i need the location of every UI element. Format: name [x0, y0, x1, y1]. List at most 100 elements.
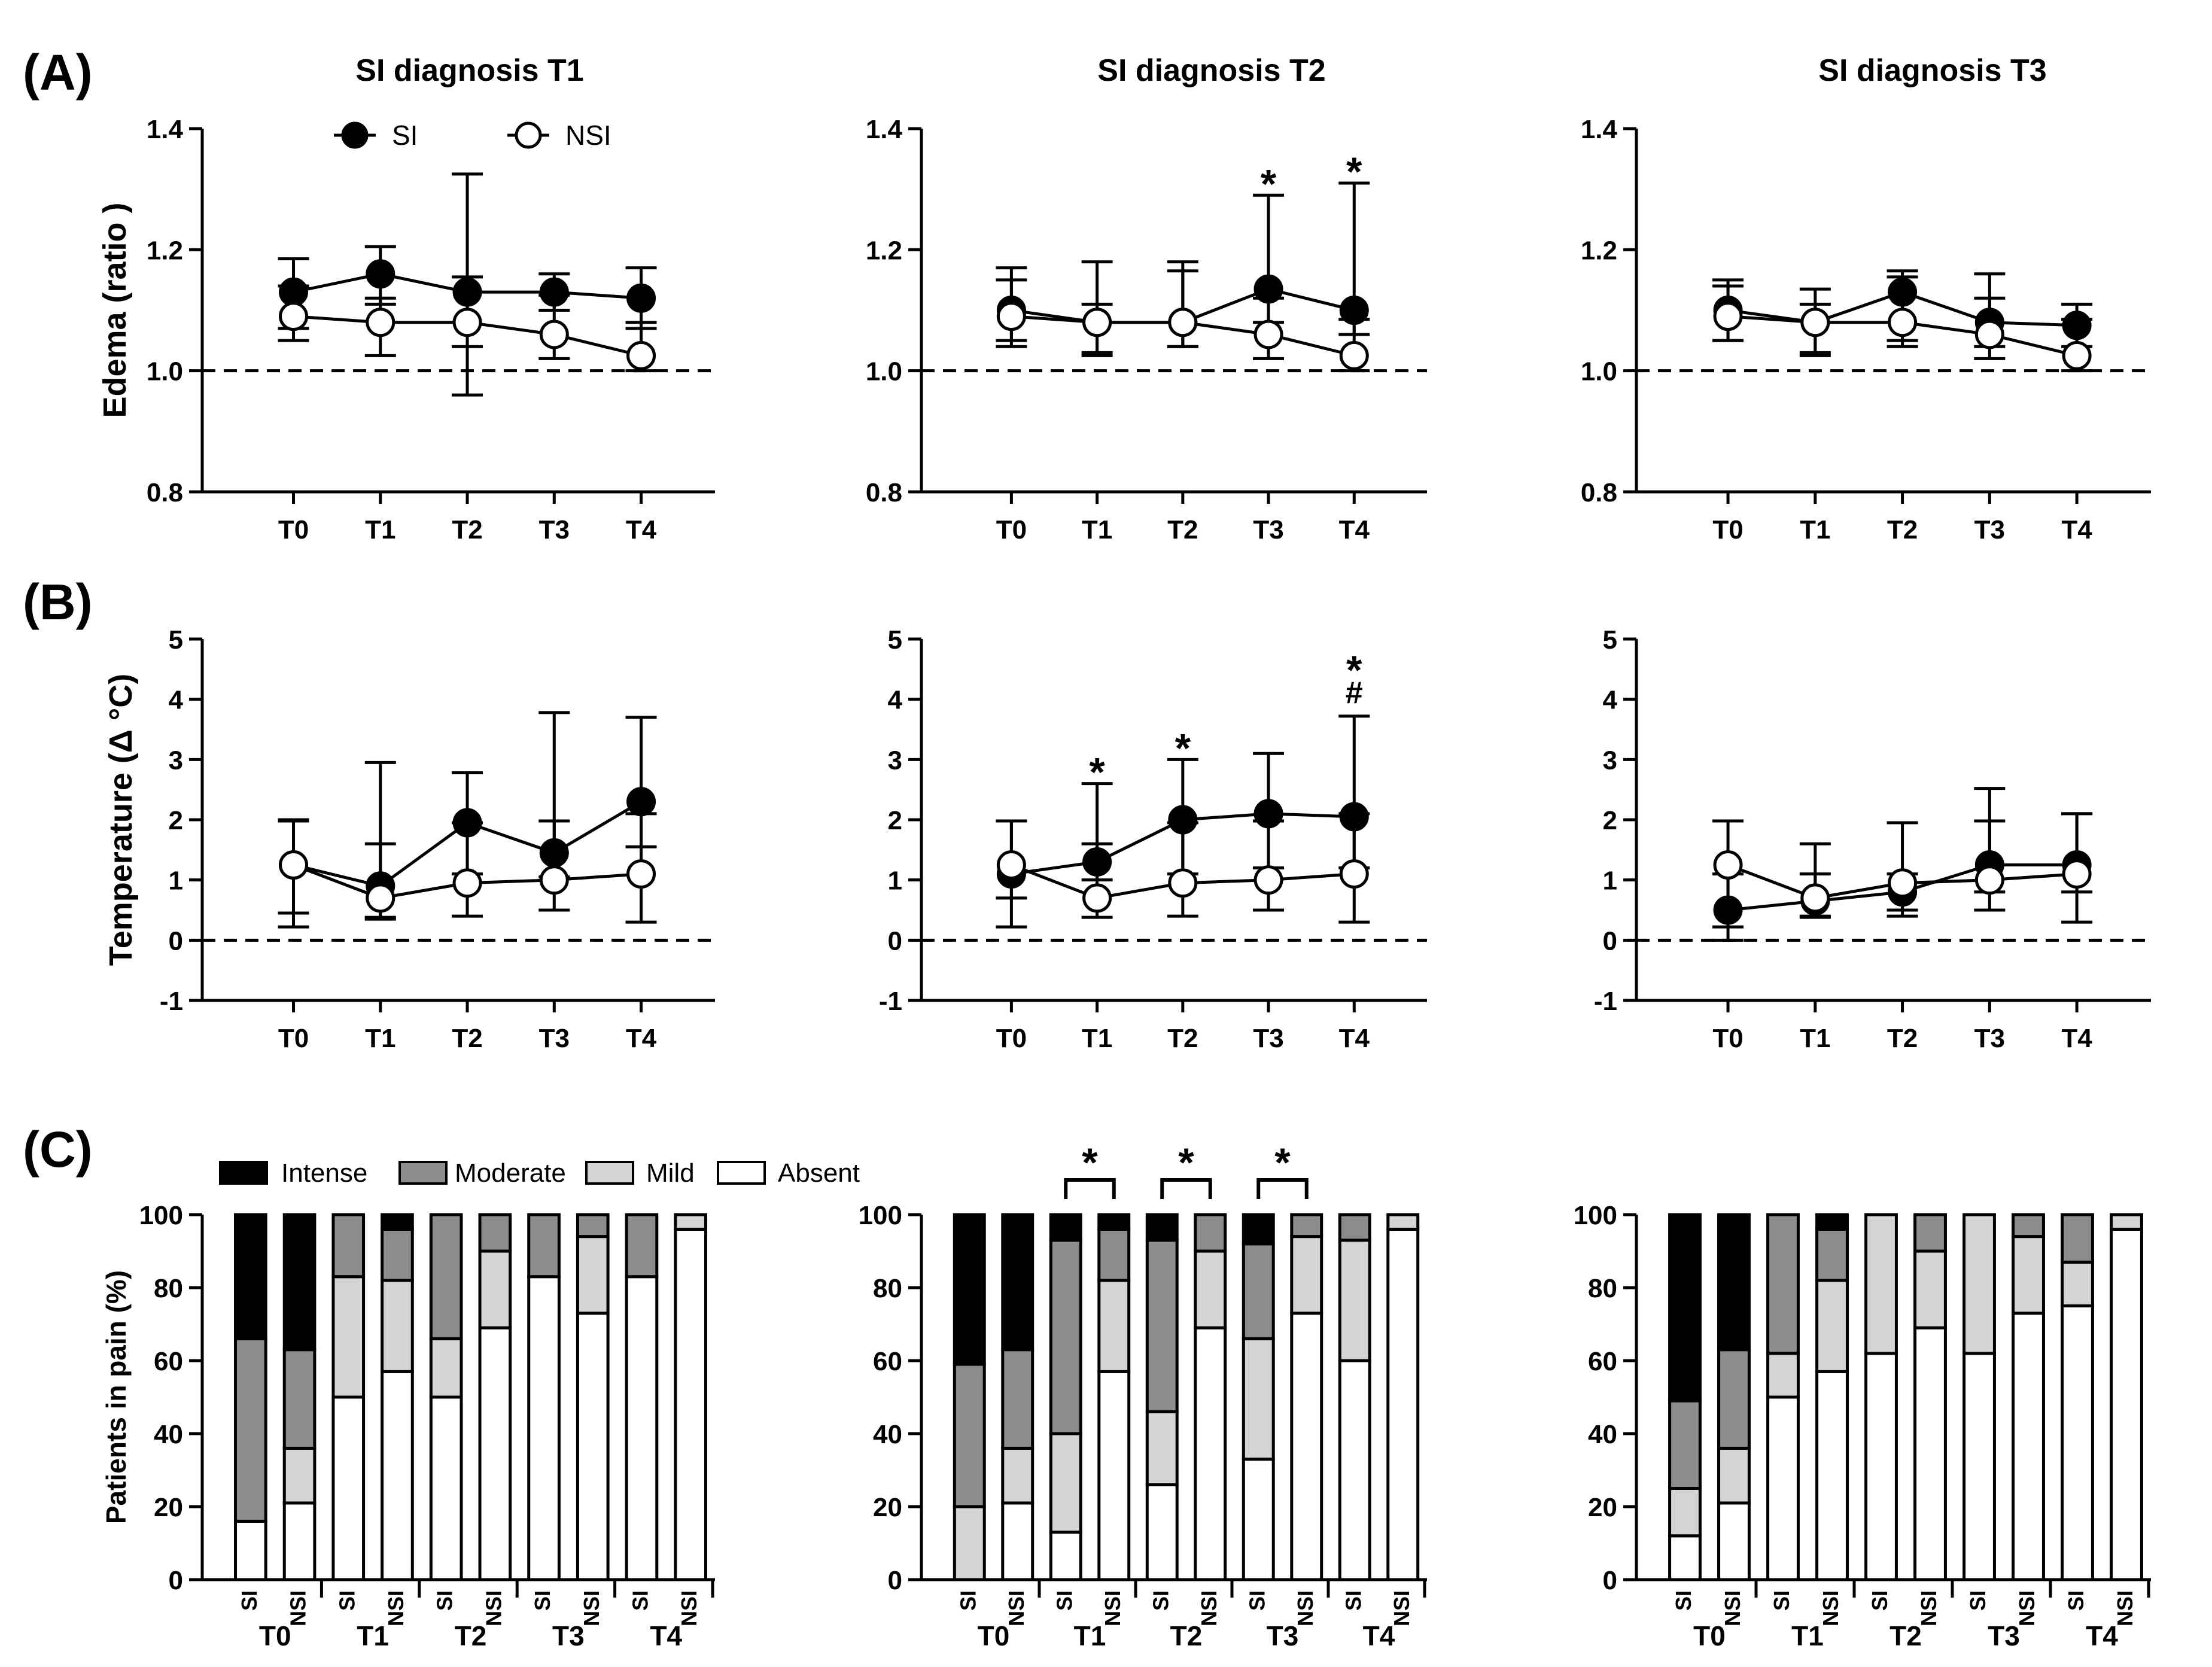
- bar-segment-moderate: [1290, 1213, 1323, 1239]
- temperature-2-y-tick-label: 1: [888, 866, 902, 896]
- pain-group-label: T0: [259, 1620, 291, 1651]
- bar-segment-moderate: [478, 1213, 512, 1253]
- edema-x-tick-label: T3: [1974, 515, 2005, 544]
- edema-2-y-tick-label: 0.8: [866, 478, 902, 507]
- legend-intense-swatch: [219, 1161, 268, 1185]
- bar-segment-absent: [1815, 1370, 1849, 1581]
- bar-segment-mild: [478, 1249, 512, 1330]
- bar-segment-mild: [1913, 1249, 1947, 1330]
- legend-nsi-marker: [515, 121, 542, 149]
- edema-x-tick-label: T2: [452, 515, 482, 544]
- bar-segment-moderate: [331, 1213, 366, 1279]
- si-point: [366, 259, 395, 289]
- temperature-significance-mark: *: [1175, 725, 1191, 771]
- significance-mark: *: [1178, 1140, 1194, 1185]
- bar-label-si: SI: [1867, 1590, 1892, 1611]
- bar-segment-moderate: [1242, 1242, 1275, 1340]
- pain-3-y-tick-label: 0: [1603, 1566, 1617, 1595]
- bar-segment-intense: [1815, 1213, 1849, 1231]
- nsi-point: [539, 320, 569, 349]
- temperature-significance-mark: *: [1089, 750, 1105, 795]
- panel-label-b: (B): [23, 574, 93, 630]
- temperature-1-y-tick-label: 2: [169, 806, 183, 835]
- bar-segment-mild: [1386, 1213, 1420, 1231]
- bar-segment-absent: [1668, 1534, 1702, 1581]
- nsi-point: [1888, 868, 1918, 898]
- bar-segment-absent: [1864, 1352, 1898, 1581]
- bar-label-nsi: NSI: [286, 1590, 311, 1626]
- edema-significance-mark: *: [1346, 149, 1362, 194]
- column-title-3: SI diagnosis T3: [1818, 53, 2046, 88]
- bar-segment-absent: [1766, 1395, 1800, 1581]
- bar-segment-mild: [1815, 1279, 1849, 1373]
- temperature-3-y-tick-label: -1: [1594, 987, 1617, 1016]
- bar-label-nsi: NSI: [1916, 1590, 1941, 1626]
- edema-3-y-tick-label: 1.0: [1581, 357, 1617, 387]
- bar-segment-mild: [1097, 1279, 1131, 1373]
- bar-segment-absent: [1242, 1458, 1275, 1581]
- bar-segment-absent: [2061, 1304, 2094, 1581]
- temperature-1-y-tick-label: 3: [169, 746, 183, 775]
- bar-label-nsi: NSI: [1197, 1590, 1221, 1626]
- pain-1-y-tick-label: 0: [169, 1566, 183, 1595]
- bar-segment-absent: [1717, 1501, 1751, 1581]
- edema-x-tick-label: T0: [1712, 515, 1743, 544]
- legend-moderate-swatch: [398, 1161, 448, 1185]
- nsi-point: [1253, 320, 1283, 349]
- bar-segment-absent: [1338, 1359, 1371, 1581]
- temperature-x-tick-label: T3: [1974, 1024, 2005, 1053]
- pain-2-y-tick-label: 0: [888, 1566, 902, 1595]
- pain-group-label: T2: [455, 1620, 487, 1651]
- si-point: [626, 787, 656, 817]
- panel-label-c: (C): [23, 1121, 93, 1178]
- column-title-1: SI diagnosis T1: [355, 53, 583, 88]
- bar-segment-moderate: [953, 1362, 986, 1508]
- bar-segment-mild: [953, 1505, 986, 1581]
- si-point: [1253, 274, 1283, 304]
- bar-segment-absent: [234, 1519, 267, 1581]
- temperature-x-tick-label: T4: [1339, 1024, 1370, 1053]
- bar-segment-mild: [1145, 1410, 1179, 1486]
- bar-segment-moderate: [2012, 1213, 2045, 1239]
- edema-chart-1: 0.8 1.0 1.2 1.4 T0 T1 T2 T3 T4: [147, 115, 715, 544]
- temperature-2-y-tick-label: 3: [888, 746, 902, 775]
- bar-segment-absent: [478, 1326, 512, 1581]
- bar-segment-mild: [2012, 1235, 2045, 1315]
- bar-label-si: SI: [2064, 1590, 2088, 1611]
- bar-segment-mild: [2110, 1213, 2143, 1231]
- bar-segment-absent: [2110, 1227, 2143, 1581]
- bar-segment-intense: [953, 1213, 986, 1366]
- edema-x-tick-label: T4: [626, 515, 657, 544]
- temperature-1-y-tick-label: 5: [169, 625, 183, 655]
- temperature-1-y-tick-label: 0: [169, 926, 183, 956]
- bar-segment-mild: [1194, 1249, 1227, 1330]
- bar-label-nsi: NSI: [1818, 1590, 1843, 1626]
- bar-segment-intense: [282, 1213, 317, 1352]
- nsi-point: [1974, 320, 2004, 349]
- bar-segment-moderate: [1194, 1213, 1227, 1253]
- nsi-point: [996, 850, 1026, 880]
- legend-moderate-label: Moderate: [455, 1158, 566, 1188]
- bar-segment-absent: [625, 1275, 659, 1581]
- si-point: [1339, 802, 1369, 832]
- legend-mild-label: Mild: [646, 1158, 695, 1188]
- temperature-x-tick-label: T0: [1712, 1024, 1743, 1053]
- bar-segment-intense: [234, 1213, 267, 1340]
- bar-segment-absent: [1001, 1501, 1035, 1581]
- bar-segment-absent: [429, 1395, 463, 1581]
- legend-absent-label: Absent: [778, 1158, 860, 1188]
- bar-segment-mild: [2061, 1260, 2094, 1308]
- bar-segment-mild: [381, 1279, 414, 1373]
- edema-3-y-tick-label: 0.8: [1581, 478, 1617, 507]
- bar-label-nsi: NSI: [1100, 1590, 1125, 1626]
- edema-chart-3: 0.8 1.0 1.2 1.4 T0 T1 T2 T3 T4: [1581, 115, 2151, 544]
- bar-segment-absent: [282, 1501, 317, 1581]
- bar-segment-mild: [1717, 1446, 1751, 1505]
- bar-segment-moderate: [1913, 1213, 1947, 1253]
- bar-segment-intense: [1145, 1213, 1179, 1242]
- nsi-point: [626, 340, 656, 370]
- temperature-3-y-tick-label: 5: [1603, 625, 1617, 655]
- pain-1-y-tick-label: 60: [154, 1347, 183, 1376]
